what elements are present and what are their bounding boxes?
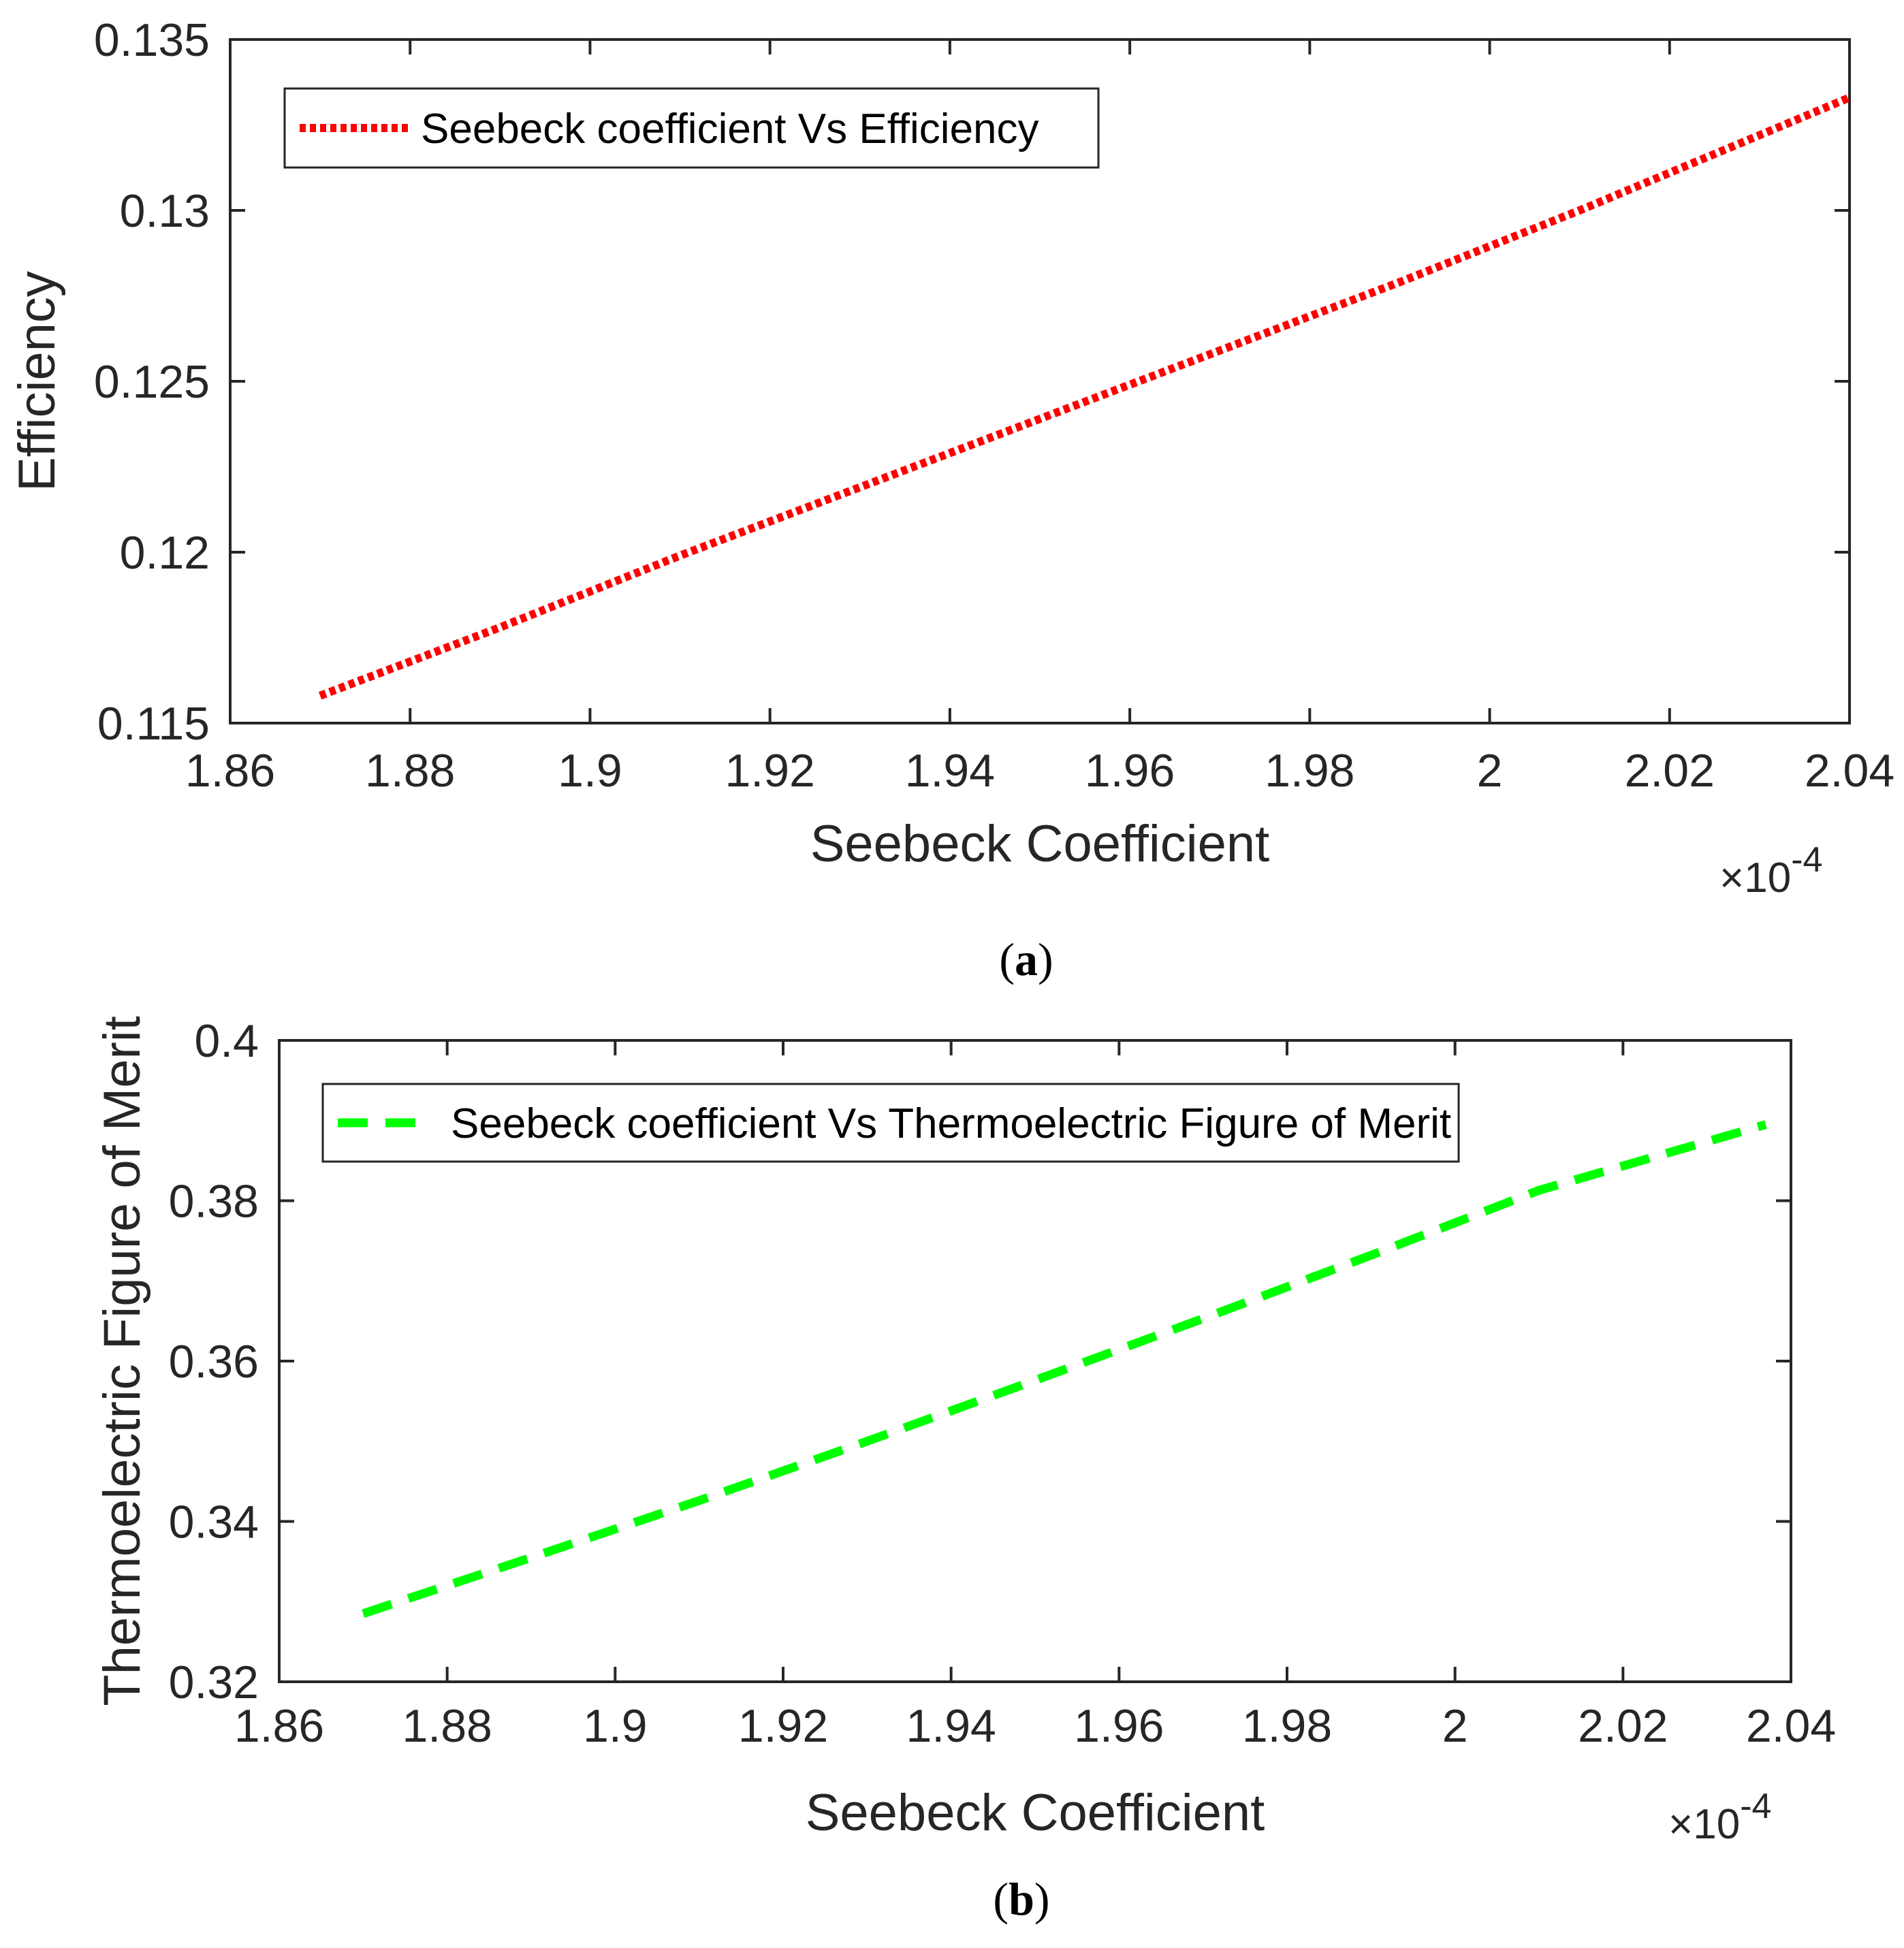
x-axis-multiplier: ×10-4 — [1668, 1787, 1771, 1848]
y-tick-label: 0.115 — [97, 698, 210, 750]
caption-letter: b — [1009, 1873, 1034, 1925]
x-tick-label: 1.9 — [558, 745, 622, 797]
caption-open-paren: ( — [993, 1873, 1009, 1925]
legend-box — [321, 1083, 1460, 1163]
x-tick-label: 2 — [1442, 1700, 1468, 1752]
x-tick-label: 2.02 — [1578, 1700, 1668, 1752]
multiplier-exponent: -4 — [1791, 840, 1822, 880]
y-axis-title: Efficiency — [8, 271, 66, 492]
y-tick-label: 0.135 — [94, 14, 210, 66]
caption-close-paren: ) — [1034, 1873, 1050, 1925]
x-tick-label: 1.96 — [1085, 745, 1175, 797]
x-tick-label: 1.98 — [1265, 745, 1354, 797]
panel-caption: (a) — [999, 933, 1053, 985]
x-tick-label: 1.98 — [1242, 1700, 1332, 1752]
legend-label: Seebeck coefficient Vs Efficiency — [421, 106, 1039, 153]
x-axis-title: Seebeck Coefficient — [810, 815, 1270, 873]
x-tick-label: 1.86 — [185, 745, 275, 797]
multiplier-base: 10 — [1693, 1801, 1740, 1848]
y-tick-label: 0.4 — [194, 1015, 259, 1067]
caption-letter: a — [1015, 933, 1038, 985]
x-tick-label: 1.94 — [905, 745, 995, 797]
x-tick-label: 1.92 — [738, 1700, 828, 1752]
x-tick-label: 1.86 — [234, 1700, 324, 1752]
x-axis-title: Seebeck Coefficient — [806, 1784, 1265, 1842]
x-axis-multiplier: ×10-4 — [1719, 840, 1822, 901]
multiplier-exponent: -4 — [1740, 1787, 1771, 1826]
multiplier-times-sign: × — [1719, 855, 1744, 901]
x-tick-label: 1.88 — [402, 1700, 492, 1752]
y-tick-label: 0.125 — [94, 356, 210, 408]
x-tick-label: 1.92 — [725, 745, 814, 797]
x-tick-label: 2.02 — [1625, 745, 1715, 797]
series-line-0 — [318, 93, 1852, 700]
x-tick-label: 2.04 — [1805, 745, 1894, 797]
multiplier-times-sign: × — [1668, 1801, 1693, 1848]
multiplier-base: 10 — [1744, 855, 1791, 901]
y-tick-label: 0.13 — [120, 185, 210, 237]
legend-box — [283, 87, 1100, 169]
y-tick-label: 0.12 — [120, 527, 210, 579]
x-tick-label: 1.96 — [1074, 1700, 1164, 1752]
caption-open-paren: ( — [999, 933, 1015, 985]
x-tick-label: 2.04 — [1746, 1700, 1836, 1752]
y-tick-label: 0.36 — [169, 1336, 259, 1388]
y-tick-label: 0.38 — [169, 1176, 259, 1228]
legend-label: Seebeck coefficient Vs Thermoelectric Fi… — [451, 1100, 1451, 1147]
x-tick-label: 2 — [1477, 745, 1503, 797]
panel-caption: (b) — [993, 1873, 1049, 1925]
chart-panel-b: 1.86 1.88 1.9 1.92 1.94 1.96 1.98 2 2.02 2.04 0.32… — [93, 1015, 1836, 1925]
y-axis-title: Thermoelectric Figure of Merit — [93, 1016, 151, 1706]
y-tick-label: 0.34 — [169, 1497, 259, 1548]
chart-panel-a: 1.86 1.88 1.9 1.92 1.94 1.96 1.98 2 2.02 2.04 0.11… — [8, 14, 1894, 985]
caption-close-paren: ) — [1038, 933, 1053, 985]
x-tick-label: 1.94 — [906, 1700, 996, 1752]
x-tick-label: 1.88 — [365, 745, 455, 797]
y-tick-label: 0.32 — [169, 1657, 259, 1708]
x-tick-label: 1.9 — [583, 1700, 648, 1752]
